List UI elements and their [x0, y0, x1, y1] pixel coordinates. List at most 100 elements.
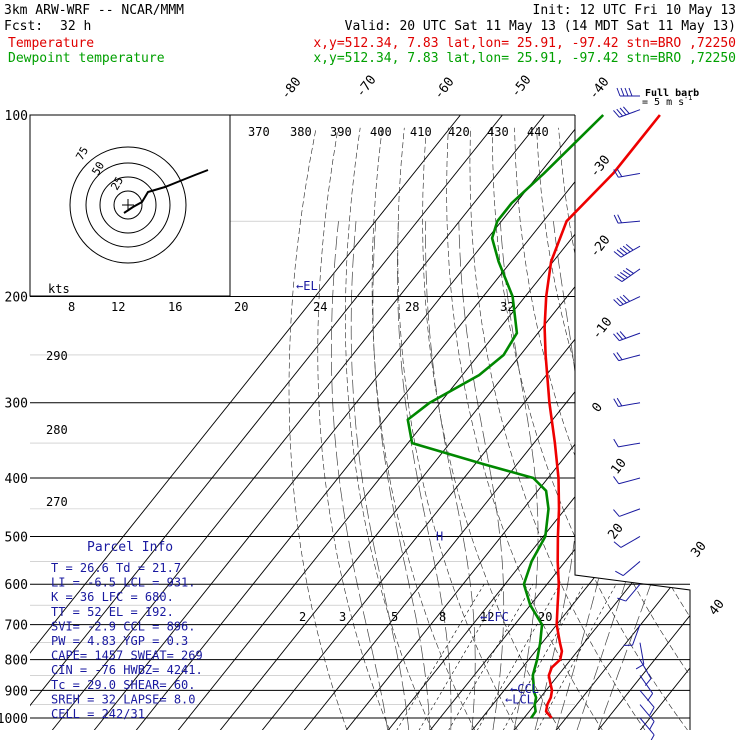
level-annotation-el: ←EL	[296, 279, 318, 293]
isotherm-line	[472, 102, 740, 731]
wind-barb-flag	[617, 398, 622, 406]
mixing-ratio-label: 3	[339, 610, 346, 624]
theta-label: 380	[290, 125, 312, 139]
temperature-axis-label: -40	[586, 75, 612, 103]
mixing-ratio-line	[419, 584, 506, 731]
wind-barb-flag	[614, 542, 621, 548]
wind-barb	[614, 244, 640, 257]
parcel-info-title: Parcel Info	[87, 540, 173, 555]
mixing-ratio-line	[537, 584, 616, 731]
temperature-axis-label: -80	[278, 75, 304, 103]
pressure-label: 1000	[0, 712, 28, 727]
temperature-axis-label: -20	[587, 233, 613, 261]
forecast-label: Fcst:	[4, 19, 43, 34]
isotherm-line	[346, 102, 740, 731]
temperature-axis-label: 30	[688, 539, 709, 561]
legend-barb-flag	[621, 88, 624, 96]
dry-adiabat-line	[735, 128, 740, 731]
isotherm-line	[430, 102, 740, 731]
dry-adiabat-line	[318, 128, 390, 731]
wind-barb	[613, 476, 640, 483]
pressure-label: 700	[5, 619, 28, 634]
parcel-info-row: CAPE= 1457 SWEAT= 269	[51, 649, 203, 663]
pressure-label: 400	[5, 472, 28, 487]
level-annotation-lfc: ←LFC	[480, 610, 509, 624]
dry-adiabat-line	[669, 128, 740, 731]
temperature-legend-info: x,y=512.34, 7.83 lat,lon= 25.91, -97.42 …	[313, 36, 736, 51]
wind-barb	[640, 705, 654, 730]
temperature-axis-label: 10	[608, 456, 629, 478]
temperature-axis-label: -10	[589, 315, 615, 343]
pressure-label: 100	[5, 109, 28, 124]
legend-barb-flag	[625, 88, 628, 96]
temperature-legend-label: Temperature	[8, 36, 94, 51]
wind-barb-staff	[618, 443, 640, 447]
wind-barb-staff	[632, 625, 640, 646]
mixing-ratio-label: 2	[299, 610, 306, 624]
theta-label: 420	[448, 125, 470, 139]
wind-barb-staff	[626, 584, 640, 601]
legend-barb-flag	[617, 88, 620, 96]
model-name: 3km ARW-WRF -- NCAR/MMM	[4, 3, 184, 18]
wind-barb	[615, 268, 640, 281]
wind-barbs	[613, 88, 654, 740]
temperature-profile-line	[545, 115, 660, 718]
parcel-info-row: CELL = 242/31	[51, 707, 145, 721]
speed-axis-label: 20	[234, 300, 248, 314]
wind-barb-flag	[618, 215, 622, 223]
barb-legend-exponent: -1	[684, 94, 692, 102]
wind-barb-staff	[640, 718, 654, 735]
left-theta-label: 290	[46, 349, 68, 363]
legend-barb-flag	[629, 88, 632, 96]
wind-barb-flag	[614, 399, 619, 407]
wind-barb-staff	[619, 478, 640, 484]
wind-barb	[615, 561, 640, 575]
pressure-label: 300	[5, 397, 28, 412]
dry-adiabat-line	[492, 128, 688, 731]
isotherm-line	[178, 102, 681, 731]
theta-label: 410	[410, 125, 432, 139]
temperature-axis-label: -50	[508, 73, 534, 101]
wind-barb	[614, 215, 640, 223]
legend-barb	[617, 88, 640, 96]
pressure-label: 600	[5, 578, 28, 593]
pressure-label: 200	[5, 291, 28, 306]
moist-adiabat-line	[426, 221, 476, 731]
speed-axis-label: 8	[68, 300, 75, 314]
left-theta-label: 270	[46, 495, 68, 509]
wind-barb	[614, 295, 640, 306]
speed-axis-label: 12	[111, 300, 125, 314]
wind-barb-staff	[640, 705, 654, 722]
moist-adiabat-line	[577, 221, 701, 731]
wind-barb	[613, 331, 640, 340]
isotherm-line	[220, 102, 723, 731]
barb-legend-units: = 5 m s	[642, 97, 684, 108]
wind-barb-flag	[650, 721, 654, 729]
dry-adiabat-line	[581, 128, 740, 731]
parcel-info-row: Tc = 29.0 SHEAR= 60.	[51, 678, 196, 692]
left-theta-label: 280	[46, 423, 68, 437]
wind-barb	[613, 107, 640, 117]
temperature-axis-label: 20	[605, 521, 626, 543]
wind-barb-flag	[614, 215, 618, 223]
speed-axis-label: 28	[405, 300, 419, 314]
wind-barb	[614, 169, 640, 177]
dry-adiabat-line	[515, 128, 731, 731]
dry-adiabat-line	[625, 128, 740, 731]
mixing-ratio-label: 8	[439, 610, 446, 624]
level-annotation-lcl: ←LCL	[505, 692, 534, 706]
wind-barb	[640, 660, 651, 686]
forecast-hour: 32 h	[60, 19, 91, 34]
theta-label: 390	[330, 125, 352, 139]
temperature-axis-label: -60	[431, 75, 457, 103]
wind-barb-staff	[619, 509, 640, 517]
theta-label: 440	[527, 125, 549, 139]
wind-barb-flag	[613, 476, 618, 483]
parcel-info-row: K = 36 LFC = 680.	[51, 590, 174, 604]
dewpoint-legend-info: x,y=512.34, 7.83 lat,lon= 25.91, -97.42 …	[313, 51, 736, 66]
wind-barb	[614, 398, 640, 406]
parcel-info-row: LI = -6.5 LCL = 931.	[51, 576, 196, 590]
hodograph-units-label: kts	[48, 282, 70, 296]
dry-adiabat-line	[713, 128, 740, 731]
